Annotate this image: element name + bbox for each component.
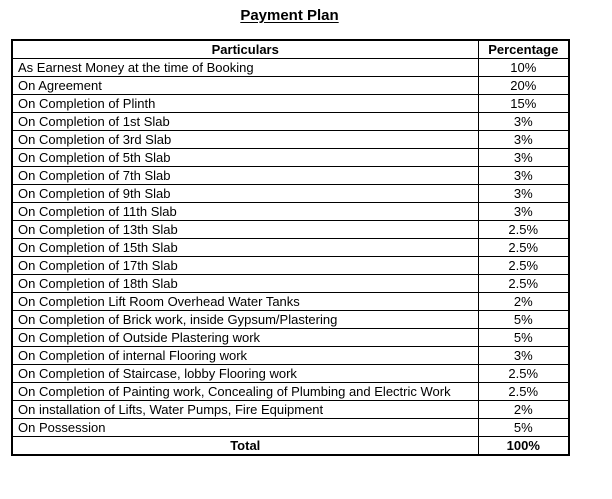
percentage-cell: 5% — [477, 310, 570, 329]
particulars-cell: On Agreement — [11, 76, 479, 95]
particulars-cell: On Completion of 9th Slab — [11, 184, 479, 203]
percentage-cell: 2.5% — [477, 256, 570, 275]
table-row: On Agreement 20% — [11, 76, 570, 95]
table-row: On Completion of 13th Slab 2.5% — [11, 220, 570, 239]
header-row: Particulars Percentage — [11, 39, 570, 59]
table-row: On Completion of 11th Slab 3% — [11, 202, 570, 221]
table-row: On Completion of 1st Slab 3% — [11, 112, 570, 131]
percentage-cell: 3% — [477, 130, 570, 149]
particulars-cell: On Completion of Plinth — [11, 94, 479, 113]
particulars-cell: On Completion of 3rd Slab — [11, 130, 479, 149]
table-row: As Earnest Money at the time of Booking … — [11, 58, 570, 77]
table-row: On Completion of 18th Slab 2.5% — [11, 274, 570, 293]
document-content: Payment Plan Particulars Percentage As E… — [11, 0, 570, 456]
particulars-cell: On Completion of 11th Slab — [11, 202, 479, 221]
percentage-cell: 15% — [477, 94, 570, 113]
table-row: On Completion of 3rd Slab 3% — [11, 130, 570, 149]
particulars-cell: On Completion of 5th Slab — [11, 148, 479, 167]
table-row: On Completion of 7th Slab 3% — [11, 166, 570, 185]
table-row: On Completion of 5th Slab 3% — [11, 148, 570, 167]
percentage-cell: 2.5% — [477, 238, 570, 257]
percentage-cell: 10% — [477, 58, 570, 77]
particulars-cell: On Completion Lift Room Overhead Water T… — [11, 292, 479, 311]
total-label: Total — [11, 436, 479, 456]
percentage-cell: 5% — [477, 328, 570, 347]
total-row: Total 100% — [11, 436, 570, 456]
percentage-cell: 2% — [477, 292, 570, 311]
table-row: On Completion of Brick work, inside Gyps… — [11, 310, 570, 329]
table-row: On installation of Lifts, Water Pumps, F… — [11, 400, 570, 419]
particulars-cell: On installation of Lifts, Water Pumps, F… — [11, 400, 479, 419]
column-header-particulars: Particulars — [11, 39, 479, 59]
percentage-cell: 3% — [477, 184, 570, 203]
table-row: On Completion of 9th Slab 3% — [11, 184, 570, 203]
particulars-cell: On Completion of Painting work, Conceali… — [11, 382, 479, 401]
particulars-cell: As Earnest Money at the time of Booking — [11, 58, 479, 77]
particulars-cell: On Completion of Brick work, inside Gyps… — [11, 310, 479, 329]
percentage-cell: 2.5% — [477, 220, 570, 239]
table-row: On Completion of Painting work, Conceali… — [11, 382, 570, 401]
percentage-cell: 3% — [477, 166, 570, 185]
particulars-cell: On Completion of 17th Slab — [11, 256, 479, 275]
percentage-cell: 3% — [477, 112, 570, 131]
table-row: On Completion Lift Room Overhead Water T… — [11, 292, 570, 311]
percentage-cell: 2.5% — [477, 364, 570, 383]
payment-table-body: As Earnest Money at the time of Booking … — [11, 58, 570, 437]
table-row: On Completion of Outside Plastering work… — [11, 328, 570, 347]
particulars-cell: On Completion of Staircase, lobby Floori… — [11, 364, 479, 383]
table-row: On Possession 5% — [11, 418, 570, 437]
percentage-cell: 20% — [477, 76, 570, 95]
table-row: On Completion of 17th Slab 2.5% — [11, 256, 570, 275]
percentage-cell: 3% — [477, 346, 570, 365]
particulars-cell: On Completion of 15th Slab — [11, 238, 479, 257]
column-header-percentage: Percentage — [477, 39, 570, 59]
percentage-cell: 3% — [477, 148, 570, 167]
percentage-cell: 3% — [477, 202, 570, 221]
particulars-cell: On Completion of 7th Slab — [11, 166, 479, 185]
particulars-cell: On Completion of internal Flooring work — [11, 346, 479, 365]
table-row: On Completion of internal Flooring work … — [11, 346, 570, 365]
table-row: On Completion of 15th Slab 2.5% — [11, 238, 570, 257]
total-value: 100% — [477, 436, 570, 456]
percentage-cell: 5% — [477, 418, 570, 437]
table-row: On Completion of Staircase, lobby Floori… — [11, 364, 570, 383]
percentage-cell: 2.5% — [477, 274, 570, 293]
percentage-cell: 2.5% — [477, 382, 570, 401]
particulars-cell: On Completion of 1st Slab — [11, 112, 479, 131]
particulars-cell: On Completion of 18th Slab — [11, 274, 479, 293]
percentage-cell: 2% — [477, 400, 570, 419]
particulars-cell: On Possession — [11, 418, 479, 437]
table-row: On Completion of Plinth 15% — [11, 94, 570, 113]
payment-plan-table: Particulars Percentage As Earnest Money … — [11, 39, 570, 456]
particulars-cell: On Completion of Outside Plastering work — [11, 328, 479, 347]
page-title: Payment Plan — [240, 7, 339, 24]
particulars-cell: On Completion of 13th Slab — [11, 220, 479, 239]
